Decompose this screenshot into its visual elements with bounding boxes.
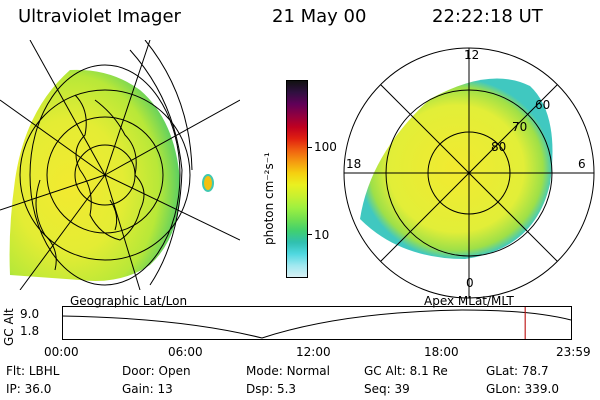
colorbar-unit-label: photon cm⁻²s⁻¹ — [262, 152, 276, 245]
lat-label-60: 60 — [535, 98, 551, 112]
timeline-xtick-1: 06:00 — [168, 345, 203, 359]
apex-caption: Apex MLat/MLT — [424, 294, 514, 308]
timeline-xtick-0: 00:00 — [44, 345, 79, 359]
geographic-caption: Geographic Lat/Lon — [70, 294, 188, 308]
colorbar-label-10: 10 — [314, 228, 330, 242]
mlt-label-0: 0 — [466, 276, 474, 290]
polar-plot — [343, 47, 595, 299]
lat-label-80: 80 — [491, 140, 507, 154]
mlt-label-18: 18 — [346, 157, 362, 171]
status-ip: IP: 36.0 — [6, 382, 52, 396]
timeline-ytick-min: 1.8 — [20, 324, 40, 338]
time-label: 22:22:18 UT — [432, 6, 543, 27]
colorbar — [286, 80, 308, 278]
colorbar-label-100: 100 — [314, 140, 337, 154]
status-seq: Seq: 39 — [364, 382, 410, 396]
status-glat: GLat: 78.7 — [486, 364, 549, 378]
timeline-xtick-3: 18:00 — [424, 345, 459, 359]
geographic-image — [0, 40, 240, 290]
status-flt: Flt: LBHL — [6, 364, 60, 378]
mlt-label-12: 12 — [464, 48, 480, 62]
date-label: 21 May 00 — [272, 6, 367, 27]
timeline-xtick-2: 12:00 — [296, 345, 331, 359]
status-mode: Mode: Normal — [246, 364, 330, 378]
mlt-label-6: 6 — [578, 157, 586, 171]
status-door: Door: Open — [122, 364, 191, 378]
status-gain: Gain: 13 — [122, 382, 173, 396]
lat-label-70: 70 — [512, 120, 528, 134]
timeline-xtick-4: 23:59 — [556, 345, 591, 359]
instrument-title: Ultraviolet Imager — [18, 6, 181, 27]
timeline-plot — [61, 306, 572, 340]
status-dsp: Dsp: 5.3 — [246, 382, 297, 396]
status-glon: GLon: 339.0 — [486, 382, 559, 396]
timeline-axis-label: GC Alt — [2, 308, 16, 346]
colorbar-tick-10 — [307, 234, 312, 235]
timeline-ytick-max: 9.0 — [20, 307, 40, 321]
status-gc-alt: GC Alt: 8.1 Re — [364, 364, 448, 378]
colorbar-tick-100 — [307, 147, 312, 148]
